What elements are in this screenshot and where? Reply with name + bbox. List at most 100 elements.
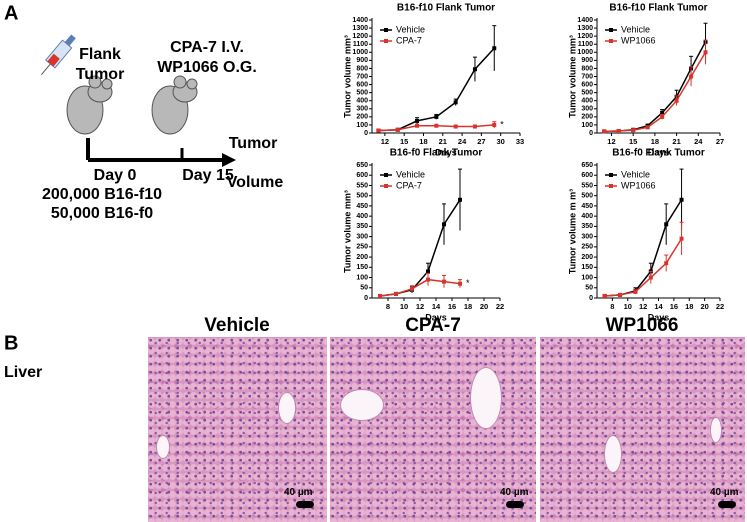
data-point (664, 222, 669, 227)
y-tick-label: 100 (356, 274, 368, 281)
y-tick-label: 350 (581, 223, 593, 230)
legend-marker (384, 39, 388, 43)
vessel (470, 367, 502, 429)
x-tick-label: 14 (654, 302, 663, 311)
y-tick-label: 350 (356, 223, 368, 230)
y-tick-label: 100 (581, 274, 593, 281)
x-tick-label: 16 (448, 302, 456, 311)
y-tick-label: 450 (581, 203, 593, 210)
x-tick-label: 18 (464, 302, 472, 311)
data-point (458, 281, 462, 286)
data-point (415, 123, 420, 128)
legend-label: Vehicle (396, 24, 425, 34)
vessel (156, 435, 170, 459)
scale-text: 40 µm (500, 487, 529, 498)
legend-label: WP1066 (621, 180, 656, 190)
chart-title: B16-f10 Flank Tumor (397, 3, 495, 14)
treatment-label: CPA-7 I.V. (170, 39, 244, 56)
x-tick-label: 14 (432, 302, 441, 311)
panel-label: B (4, 332, 18, 354)
histology-image: 40 µm (540, 337, 745, 522)
data-point (442, 222, 446, 227)
annotation: * (466, 278, 470, 288)
y-axis-label: Tumor volume mm³ (342, 35, 352, 118)
legend-label: Vehicle (621, 169, 650, 179)
data-point (453, 100, 458, 105)
y-tick-label: 100 (581, 122, 593, 129)
group-label: WP1066 (606, 315, 679, 336)
chart-title: B16-f0 Flank Tumor (390, 148, 483, 159)
data-point (645, 125, 650, 130)
legend-marker (384, 28, 388, 32)
x-tick-label: 16 (670, 302, 678, 311)
y-tick-label: 200 (581, 254, 593, 261)
y-tick-label: 400 (356, 98, 368, 105)
tissue-label: Liver (4, 364, 42, 381)
legend-label: Vehicle (396, 169, 425, 179)
data-point (472, 124, 477, 129)
vessel (604, 435, 622, 473)
scale-text: 40 µm (710, 487, 739, 498)
y-tick-label: 200 (356, 254, 368, 261)
x-tick-label: 24 (694, 137, 703, 146)
y-tick-label: 1100 (353, 41, 368, 48)
x-tick-label: 8 (610, 302, 614, 311)
data-point (618, 292, 623, 297)
data-point (633, 289, 638, 294)
series-line (379, 278, 461, 297)
y-tick-label: 1200 (352, 33, 368, 40)
data-point (434, 114, 439, 119)
y-tick-label: 700 (581, 73, 593, 80)
histology-image: 40 µm (330, 337, 536, 522)
y-tick-label: 200 (581, 114, 593, 121)
cells-label: 50,000 B16-f0 (51, 205, 153, 222)
y-tick-label: 1400 (352, 17, 368, 24)
x-tick-label: 20 (480, 302, 488, 311)
data-point (426, 277, 430, 282)
x-tick-label: 8 (386, 302, 390, 311)
data-point (674, 98, 679, 103)
y-tick-label: 600 (356, 172, 368, 179)
data-point (458, 197, 462, 202)
scale-bar (296, 501, 314, 508)
vessel (340, 389, 384, 421)
y-tick-label: 400 (581, 213, 593, 220)
data-point (426, 269, 430, 274)
legend-marker (384, 173, 388, 177)
y-tick-label: 1300 (352, 25, 368, 32)
y-tick-label: 650 (581, 162, 593, 169)
data-point (395, 127, 400, 132)
x-tick-label: 27 (716, 137, 724, 146)
y-tick-label: 0 (364, 295, 368, 302)
y-tick-label: 1300 (577, 25, 593, 32)
y-tick-label: 0 (364, 130, 368, 137)
y-tick-label: 800 (581, 65, 593, 72)
y-tick-label: 100 (356, 122, 368, 129)
y-tick-label: 250 (581, 244, 593, 251)
x-tick-label: 24 (458, 137, 467, 146)
x-axis-label: Days (648, 312, 670, 322)
vessel (710, 417, 722, 443)
day-label: Day 0 (94, 167, 137, 184)
chart-title: B16-f0 Flank Tumor (612, 148, 705, 159)
x-tick-label: 12 (381, 137, 389, 146)
x-tick-label: 18 (651, 137, 659, 146)
data-point (679, 236, 684, 241)
data-point (648, 275, 653, 280)
series-line (604, 51, 707, 133)
chart-title: B16-f10 Flank Tumor (609, 3, 707, 14)
data-point (492, 46, 497, 51)
data-point (664, 261, 669, 266)
y-tick-label: 500 (581, 89, 593, 96)
data-point (631, 128, 636, 133)
legend-marker (384, 184, 388, 188)
x-tick-label: 10 (624, 302, 632, 311)
y-tick-label: 1200 (577, 33, 593, 40)
scale-bar (718, 501, 736, 508)
y-tick-label: 1000 (352, 49, 368, 56)
y-tick-label: 1400 (577, 17, 593, 24)
x-tick-label: 12 (416, 302, 424, 311)
x-axis-label: Days (648, 147, 670, 157)
y-axis-label: Tumor volume mm³ (567, 35, 577, 118)
